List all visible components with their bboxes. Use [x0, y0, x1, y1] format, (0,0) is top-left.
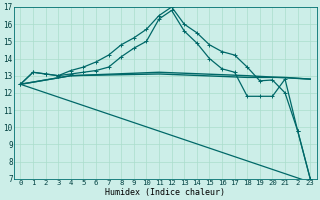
- X-axis label: Humidex (Indice chaleur): Humidex (Indice chaleur): [105, 188, 225, 197]
